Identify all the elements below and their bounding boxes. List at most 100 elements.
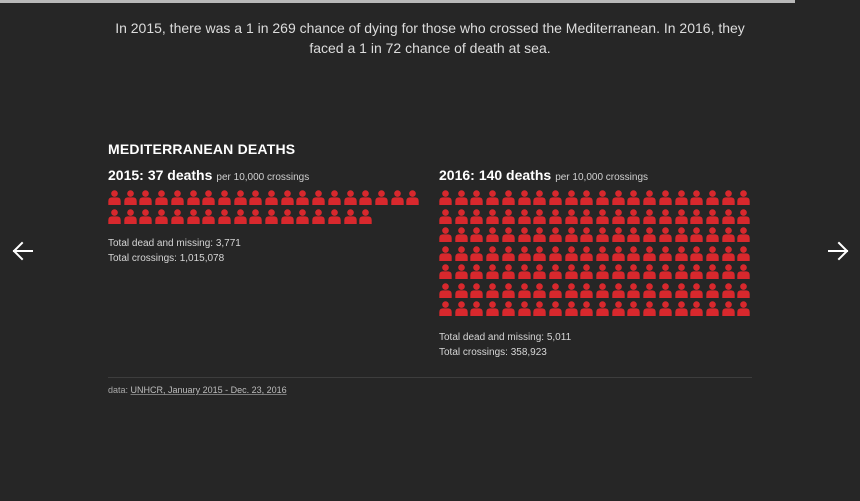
person-icon xyxy=(690,282,703,298)
person-icon xyxy=(721,208,735,224)
person-icon xyxy=(706,227,719,242)
person-icon xyxy=(596,245,609,261)
person-icon xyxy=(627,227,641,242)
person-icon xyxy=(439,190,452,205)
person-icon xyxy=(706,301,719,316)
person-icon xyxy=(643,227,656,242)
person-icon xyxy=(186,190,200,205)
stats-2016: Total dead and missing: 5,011 Total cros… xyxy=(439,330,571,360)
person-icon xyxy=(108,208,121,224)
person-icon xyxy=(737,190,750,205)
person-icon xyxy=(690,245,703,261)
progress-bar xyxy=(0,0,795,3)
person-icon xyxy=(486,190,499,205)
person-icon xyxy=(659,227,672,242)
person-icon xyxy=(659,301,672,316)
person-icon xyxy=(533,264,546,279)
chart-title: MEDITERRANEAN DEATHS xyxy=(108,141,296,157)
person-icon xyxy=(517,282,531,298)
person-icon xyxy=(721,301,735,316)
person-icon xyxy=(690,227,703,242)
person-icon xyxy=(580,282,593,298)
person-icon xyxy=(108,190,121,205)
person-icon xyxy=(596,190,609,205)
person-icon xyxy=(249,190,262,205)
person-icon xyxy=(611,208,625,224)
panel-header: 2015: 37 deaths per 10,000 crossings xyxy=(108,167,428,187)
person-icon xyxy=(502,227,515,242)
person-icon xyxy=(533,282,546,298)
person-icon xyxy=(643,282,656,298)
person-icon xyxy=(611,264,625,279)
unit-label: per 10,000 crossings xyxy=(555,172,649,183)
person-icon xyxy=(549,227,562,242)
person-icon xyxy=(486,245,499,261)
person-icon xyxy=(296,208,310,224)
total-crossings: Total crossings: 1,015,078 xyxy=(108,253,225,264)
person-icon xyxy=(737,208,750,224)
person-icon xyxy=(454,264,468,279)
person-icon xyxy=(343,208,357,224)
person-icon xyxy=(737,282,750,298)
person-icon xyxy=(706,245,719,261)
source-prefix: data: xyxy=(108,385,129,395)
person-icon xyxy=(611,190,625,205)
person-icon xyxy=(202,208,215,224)
person-icon xyxy=(139,208,153,224)
progress-bar-track xyxy=(795,0,860,3)
person-icon xyxy=(470,282,484,298)
person-icon xyxy=(375,190,388,205)
person-icon xyxy=(659,190,672,205)
person-icon xyxy=(123,208,137,224)
arrow-right-icon[interactable] xyxy=(825,238,851,264)
person-icon xyxy=(502,208,515,224)
person-icon xyxy=(674,190,688,205)
person-icon xyxy=(486,301,499,316)
person-icon xyxy=(564,227,578,242)
person-icon xyxy=(674,301,688,316)
person-icon xyxy=(454,227,468,242)
year-label: 2015: xyxy=(108,167,144,183)
person-icon xyxy=(549,282,562,298)
person-icon xyxy=(706,190,719,205)
person-icon xyxy=(470,301,484,316)
year-label: 2016: xyxy=(439,167,475,183)
arrow-left-icon[interactable] xyxy=(10,238,36,264)
person-icon xyxy=(674,282,688,298)
person-icon xyxy=(517,301,531,316)
person-icon xyxy=(533,190,546,205)
person-icon xyxy=(406,190,419,205)
person-icon xyxy=(328,208,341,224)
person-icon xyxy=(580,245,593,261)
person-icon xyxy=(564,190,578,205)
person-icon xyxy=(596,282,609,298)
person-icon xyxy=(533,301,546,316)
source-link[interactable]: UNHCR, January 2015 - Dec. 23, 2016 xyxy=(130,385,287,395)
person-icon xyxy=(155,208,168,224)
stats-2015: Total dead and missing: 3,771 Total cros… xyxy=(108,236,241,266)
total-dead-missing: Total dead and missing: 5,011 xyxy=(439,332,572,343)
person-icon xyxy=(502,264,515,279)
total-crossings: Total crossings: 358,923 xyxy=(439,347,547,358)
person-icon xyxy=(155,190,168,205)
person-icon xyxy=(470,208,484,224)
person-icon xyxy=(439,264,452,279)
person-icon xyxy=(564,208,578,224)
intro-paragraph: In 2015, there was a 1 in 269 chance of … xyxy=(115,20,745,56)
person-icon xyxy=(549,264,562,279)
person-icon xyxy=(186,208,200,224)
person-icon xyxy=(611,301,625,316)
person-icon xyxy=(549,245,562,261)
person-icon xyxy=(580,190,593,205)
person-icon xyxy=(470,245,484,261)
person-icon xyxy=(674,264,688,279)
person-icon xyxy=(737,264,750,279)
person-icon xyxy=(312,208,325,224)
person-icon xyxy=(643,264,656,279)
person-icon xyxy=(706,264,719,279)
person-icon xyxy=(674,227,688,242)
person-icon xyxy=(359,208,372,224)
person-icon xyxy=(502,301,515,316)
person-icon xyxy=(580,264,593,279)
person-icon xyxy=(312,190,325,205)
